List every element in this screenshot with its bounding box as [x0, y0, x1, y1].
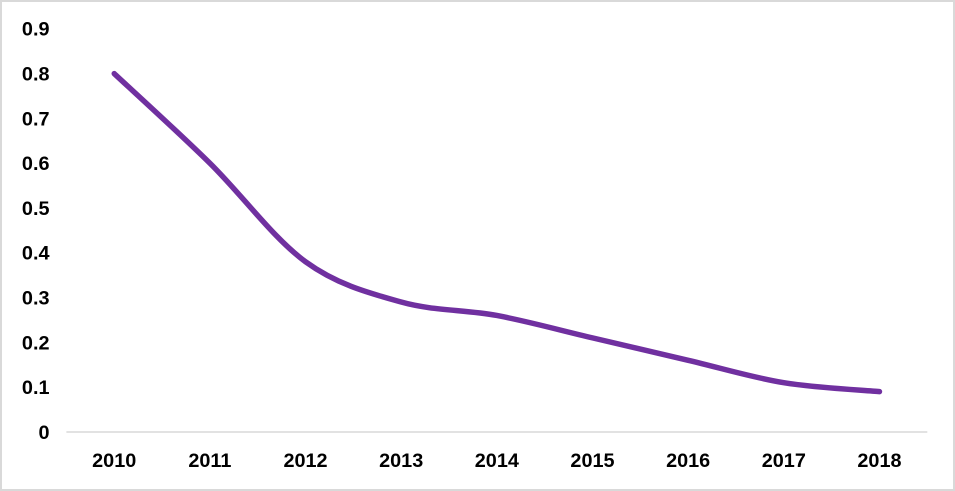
x-axis-label: 2011 [188, 450, 231, 472]
x-axis-label: 2016 [666, 450, 710, 472]
y-tick-label: 0.6 [22, 153, 50, 175]
x-axis-label: 2014 [475, 450, 519, 472]
y-tick-label: 0.9 [22, 19, 50, 41]
y-tick-label: 0.7 [22, 108, 50, 130]
x-axis-label: 2018 [857, 450, 901, 472]
x-axis-label: 2012 [283, 450, 327, 472]
y-tick-label: 0.2 [22, 332, 50, 354]
y-tick-label: 0.8 [22, 64, 50, 86]
y-tick-label: 0.5 [22, 198, 50, 220]
y-tick-label: 0.3 [22, 288, 50, 310]
y-tick-label: 0.4 [22, 243, 50, 265]
x-axis-label: 2017 [762, 450, 806, 472]
y-tick-label: 0 [38, 422, 49, 444]
y-tick-label: 0.1 [22, 377, 50, 399]
x-axis-label: 2015 [570, 450, 614, 472]
x-axis-label: 2013 [379, 450, 423, 472]
data-line-series [111, 70, 883, 395]
x-axis-label: 2010 [92, 450, 136, 472]
